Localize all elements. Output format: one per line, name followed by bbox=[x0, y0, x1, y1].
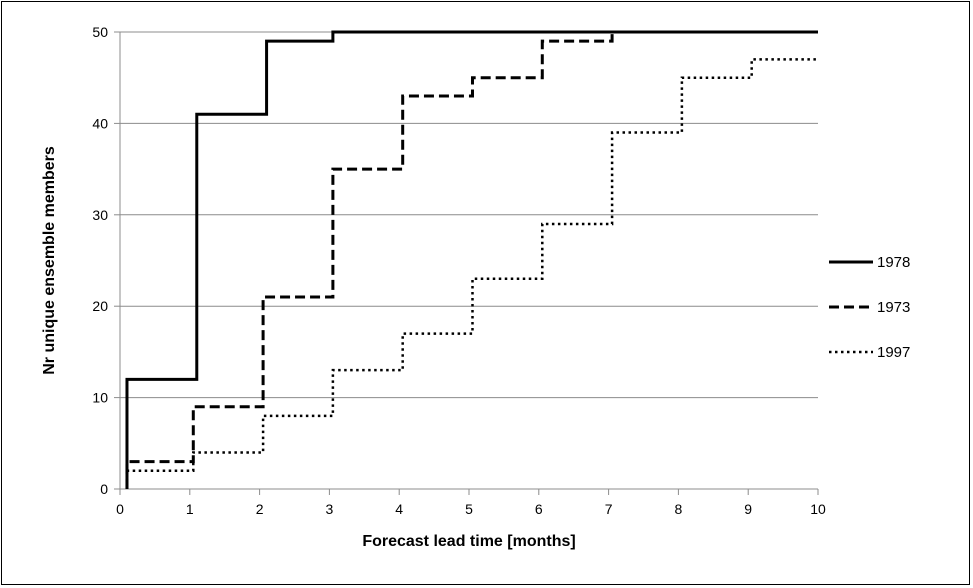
x-tick-label-5: 5 bbox=[465, 501, 473, 517]
series-line-1997 bbox=[125, 58, 818, 489]
legend-label-1978: 1978 bbox=[877, 254, 910, 271]
legend-label-1973: 1973 bbox=[877, 299, 910, 316]
y-tick-label-20: 20 bbox=[92, 298, 108, 314]
x-tick-label-9: 9 bbox=[744, 501, 752, 517]
axes bbox=[114, 31, 819, 495]
x-tick-label-10: 10 bbox=[810, 501, 826, 517]
gridlines bbox=[120, 31, 818, 399]
x-tick-label-3: 3 bbox=[326, 501, 334, 517]
y-tick-label-40: 40 bbox=[92, 115, 108, 131]
y-tick-label-10: 10 bbox=[92, 390, 108, 406]
series-lines bbox=[125, 30, 818, 489]
legend-label-1997: 1997 bbox=[877, 344, 910, 361]
tick-labels: 0 10 20 30 40 50 0 1 2 3 4 5 6 7 8 9 10 bbox=[92, 24, 826, 517]
x-tick-label-8: 8 bbox=[675, 501, 683, 517]
x-axis-title: Forecast lead time [months] bbox=[362, 533, 575, 550]
y-tick-label-50: 50 bbox=[92, 24, 108, 40]
legend: 1978 1973 1997 bbox=[829, 254, 910, 361]
y-tick-label-0: 0 bbox=[100, 481, 108, 497]
x-tick-label-0: 0 bbox=[116, 501, 124, 517]
y-tick-label-30: 30 bbox=[92, 207, 108, 223]
x-tick-label-7: 7 bbox=[605, 501, 613, 517]
x-tick-label-4: 4 bbox=[395, 501, 403, 517]
y-axis-title: Nr unique ensemble members bbox=[41, 146, 58, 375]
series-line-1973 bbox=[125, 30, 818, 489]
x-tick-label-1: 1 bbox=[186, 501, 194, 517]
x-tick-label-6: 6 bbox=[535, 501, 543, 517]
series-line-1978 bbox=[125, 30, 818, 489]
x-tick-label-2: 2 bbox=[256, 501, 264, 517]
